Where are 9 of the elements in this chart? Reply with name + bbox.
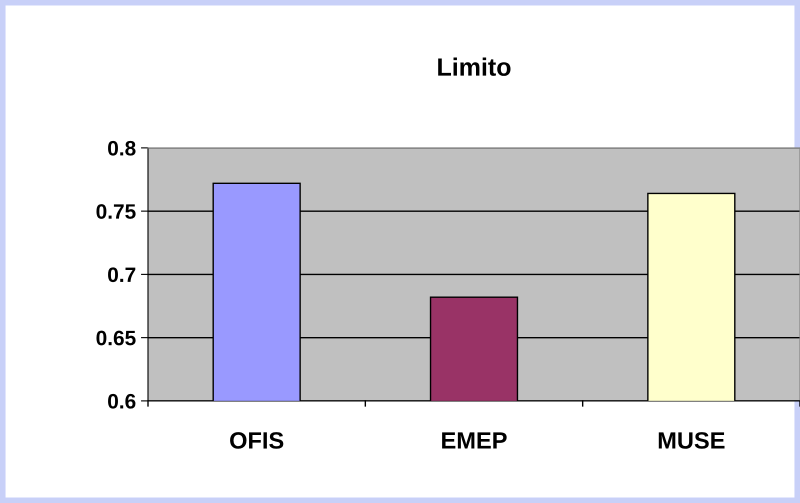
y-tick-label: 0.75	[96, 204, 136, 219]
y-tick-label: 0.8	[108, 140, 136, 156]
x-tick-label: EMEP	[442, 432, 507, 449]
x-tick-label: OFIS	[230, 432, 284, 449]
y-tick-label: 0.65	[96, 330, 136, 346]
x-tick-label: MUSE	[658, 432, 725, 449]
y-tick-label: 0.6	[108, 394, 136, 409]
y-tick-label: 0.7	[108, 267, 136, 282]
chart-title: Limito	[438, 58, 511, 76]
